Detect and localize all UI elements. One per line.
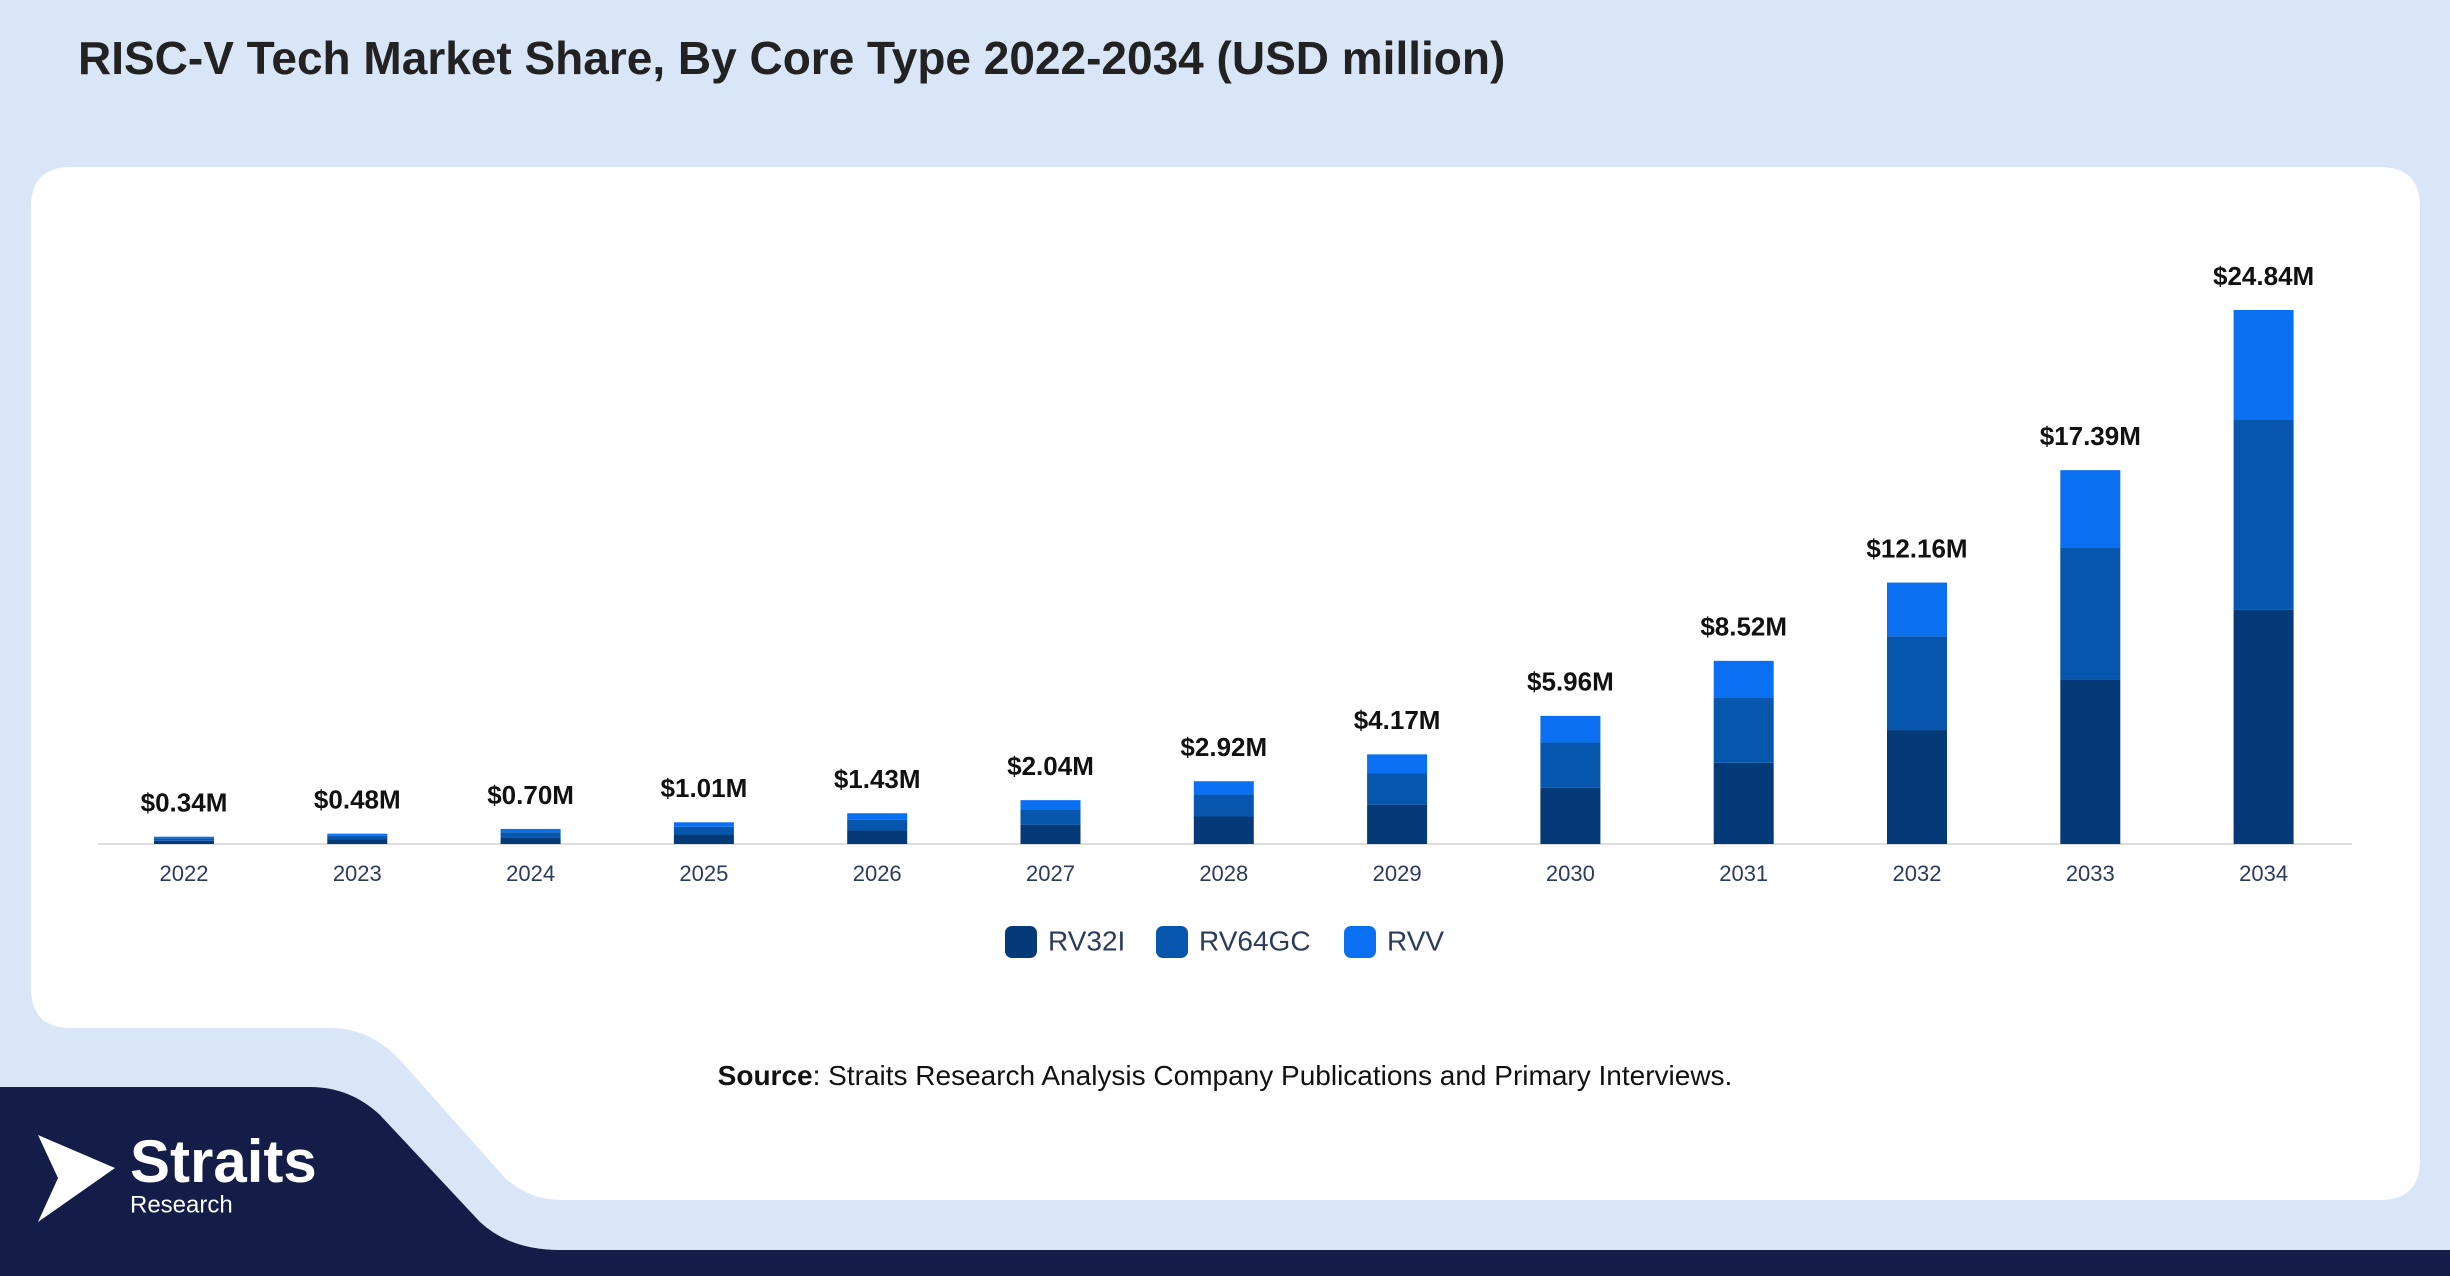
bar-segment bbox=[673, 826, 734, 835]
bar-segment bbox=[1887, 582, 1947, 637]
x-tick-label: 2033 bbox=[2066, 861, 2115, 886]
bar-segment bbox=[500, 837, 561, 844]
bar-segment bbox=[2233, 310, 2294, 420]
source-label: Source bbox=[718, 1060, 813, 1091]
x-tick-label: 2028 bbox=[1199, 861, 1248, 886]
bar-segment bbox=[2233, 419, 2294, 610]
bar-segment bbox=[2060, 470, 2121, 548]
x-tick-label: 2023 bbox=[333, 861, 382, 886]
legend-swatch bbox=[1156, 926, 1188, 958]
bar-segment bbox=[1367, 773, 1428, 805]
bar-segment bbox=[1367, 804, 1428, 844]
total-label: $17.39M bbox=[2040, 421, 2141, 451]
x-tick-label: 2027 bbox=[1026, 861, 1075, 886]
bar-segment bbox=[1193, 816, 1254, 844]
total-label: $2.04M bbox=[1007, 751, 1094, 781]
bar-segment bbox=[2060, 679, 2121, 844]
bar-segment bbox=[1193, 781, 1254, 795]
bar-segment bbox=[1713, 762, 1774, 844]
total-label: $0.48M bbox=[314, 785, 401, 815]
x-tick-label: 2024 bbox=[506, 861, 555, 886]
source-text: : Straits Research Analysis Company Publ… bbox=[813, 1060, 1733, 1091]
bar-segment bbox=[1020, 824, 1081, 844]
bar-segment bbox=[847, 819, 908, 831]
bar-segment bbox=[1713, 660, 1774, 698]
total-label: $8.52M bbox=[1700, 612, 1787, 642]
bar-segment bbox=[847, 830, 908, 844]
bar-segment bbox=[154, 838, 214, 841]
legend-label: RVV bbox=[1387, 925, 1444, 956]
bar-segment bbox=[1540, 715, 1601, 743]
bar-segment bbox=[673, 822, 734, 827]
total-label: $0.70M bbox=[487, 780, 574, 810]
bar-segment bbox=[1367, 754, 1428, 774]
bar-segment bbox=[1713, 697, 1774, 763]
x-tick-label: 2025 bbox=[679, 861, 728, 886]
x-tick-label: 2034 bbox=[2239, 861, 2288, 886]
bar-segment bbox=[1887, 730, 1947, 844]
bar-segment bbox=[2233, 609, 2294, 844]
total-label: $5.96M bbox=[1527, 667, 1614, 697]
total-label: $12.16M bbox=[1866, 533, 1967, 563]
x-tick-label: 2030 bbox=[1546, 861, 1595, 886]
bar-segment bbox=[2060, 547, 2121, 680]
bar-segment bbox=[1887, 636, 1947, 731]
bar-segment bbox=[327, 833, 388, 836]
bar-segment bbox=[1020, 809, 1081, 825]
chart-title: RISC-V Tech Market Share, By Core Type 2… bbox=[78, 32, 1505, 84]
bar-segment bbox=[1540, 742, 1601, 788]
x-tick-label: 2031 bbox=[1719, 861, 1768, 886]
total-label: $2.92M bbox=[1180, 732, 1267, 762]
logo-name: Straits bbox=[130, 1128, 317, 1195]
legend-swatch bbox=[1344, 926, 1376, 958]
total-label: $4.17M bbox=[1354, 705, 1441, 735]
logo-mark bbox=[38, 1135, 115, 1222]
bar-segment bbox=[847, 813, 908, 820]
bar-segment bbox=[1193, 794, 1254, 817]
bar-segment bbox=[327, 835, 388, 840]
legend-label: RV64GC bbox=[1199, 925, 1311, 956]
x-tick-label: 2026 bbox=[853, 861, 902, 886]
bar-segment bbox=[1020, 800, 1081, 810]
card bbox=[31, 167, 2420, 1200]
bar-segment bbox=[673, 834, 734, 844]
legend-swatch bbox=[1005, 926, 1037, 958]
total-label: $0.34M bbox=[141, 788, 228, 818]
total-label: $24.84M bbox=[2213, 261, 2314, 291]
bar-segment bbox=[500, 828, 561, 833]
bar-segment bbox=[1540, 787, 1601, 844]
x-tick-label: 2032 bbox=[1893, 861, 1942, 886]
total-label: $1.43M bbox=[834, 764, 921, 794]
bar-segment bbox=[154, 836, 214, 839]
bar-segment bbox=[154, 840, 214, 844]
x-tick-label: 2022 bbox=[160, 861, 209, 886]
legend-label: RV32I bbox=[1048, 925, 1125, 956]
logo-sub: Research bbox=[130, 1191, 233, 1218]
total-label: $1.01M bbox=[661, 773, 748, 803]
footer-band bbox=[0, 1087, 2450, 1276]
bar-segment bbox=[500, 832, 561, 838]
source-note: Source: Straits Research Analysis Compan… bbox=[718, 1060, 1733, 1091]
x-tick-label: 2029 bbox=[1373, 861, 1422, 886]
bar-segment bbox=[327, 839, 388, 844]
